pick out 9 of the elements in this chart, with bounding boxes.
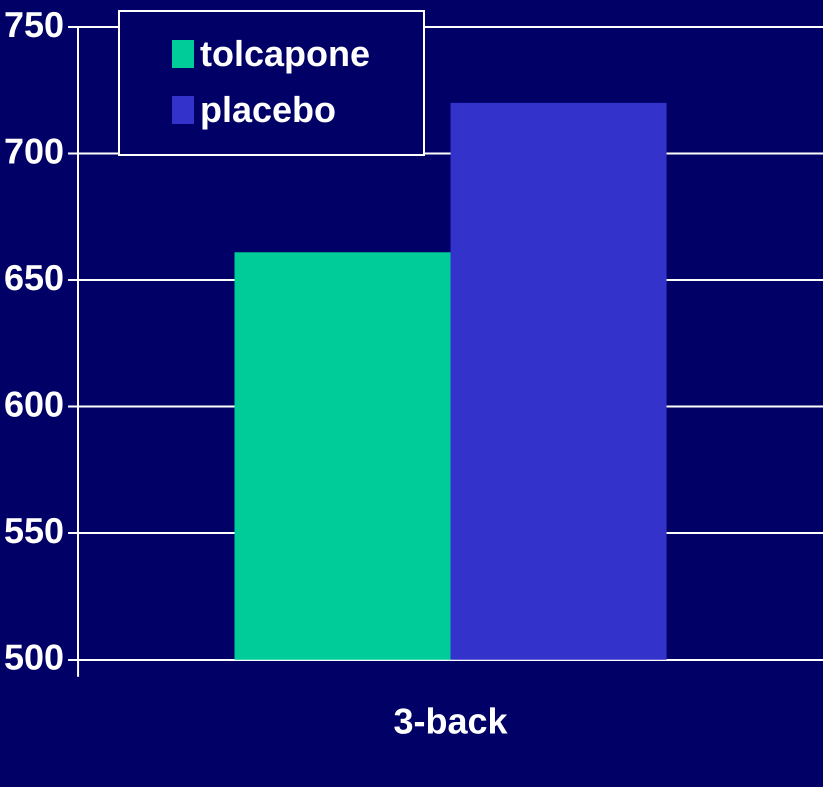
y-tick-label: 500: [4, 636, 64, 678]
legend-label: placebo: [200, 89, 336, 131]
y-tick-label: 550: [4, 510, 64, 552]
y-tick-label: 750: [4, 4, 64, 45]
y-tick-label: 600: [4, 384, 64, 425]
y-tick-label: 700: [4, 130, 64, 172]
y-tick-label: 650: [4, 257, 64, 298]
legend-label: tolcapone: [200, 33, 370, 75]
x-tick-label: 3-back: [393, 700, 509, 742]
